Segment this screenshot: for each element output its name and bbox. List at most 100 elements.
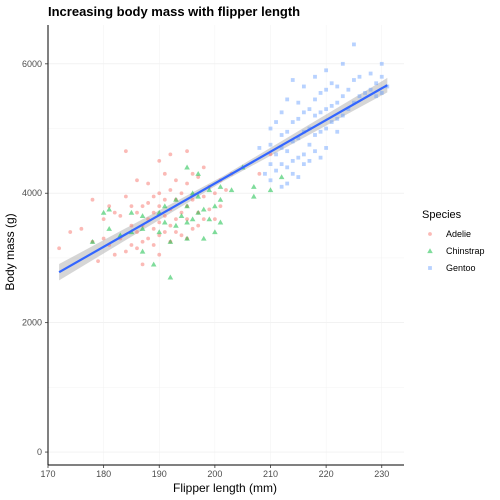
point-chinstrap [228,187,235,193]
point-adelie [201,165,206,170]
point-chinstrap [217,183,224,189]
point-chinstrap [173,196,179,202]
grid-lines [47,25,404,465]
point-adelie [196,223,201,228]
trend-line [58,84,388,274]
point-gentoo [329,103,334,108]
point-adelie [140,262,145,267]
point-adelie [112,252,117,257]
point-chinstrap [173,222,179,228]
point-chinstrap [178,213,185,218]
point-adelie [201,194,206,199]
point-gentoo [329,81,334,86]
point-adelie [79,226,84,231]
x-tick-label: 200 [207,469,222,479]
point-adelie [157,158,162,163]
point-adelie [224,188,228,192]
point-gentoo [318,91,323,95]
point-adelie [157,191,162,196]
point-adelie [129,223,134,228]
point-gentoo [379,74,384,79]
point-gentoo [279,184,284,189]
point-chinstrap [200,235,207,241]
point-adelie [151,243,156,247]
x-tick-label: 190 [152,469,167,479]
point-chinstrap [206,187,213,193]
x-tick-label: 170 [40,469,55,479]
point-gentoo [313,74,317,79]
point-adelie [190,226,195,231]
point-gentoo [301,152,306,157]
legend-label: Gentoo [446,263,476,273]
point-chinstrap [167,238,174,244]
point-gentoo [368,87,373,92]
point-gentoo [346,107,351,112]
point-adelie [185,217,189,222]
point-adelie [174,217,178,222]
point-gentoo [296,136,301,141]
point-adelie [179,210,184,215]
point-adelie [146,201,151,205]
point-gentoo [385,84,390,89]
point-adelie [185,181,189,186]
point-gentoo [279,133,284,137]
point-gentoo [357,94,362,99]
legend: Species Adelie Chinstrap Gentoo [422,209,485,273]
point-gentoo [324,126,329,131]
point-gentoo [296,116,301,121]
point-chinstrap [162,219,168,225]
point-adelie [151,226,156,231]
point-gentoo [352,100,356,105]
point-adelie [212,191,217,196]
point-gentoo [296,175,301,179]
point-adelie [207,207,212,212]
point-adelie [129,243,134,247]
point-gentoo [290,78,295,82]
point-gentoo [374,94,379,99]
point-gentoo [313,113,317,118]
point-gentoo [296,100,301,105]
x-tick-label: 210 [263,469,278,479]
point-gentoo [335,116,340,121]
point-gentoo [313,133,317,137]
point-chinstrap [100,209,107,215]
point-gentoo [268,162,273,167]
point-gentoo [285,165,290,170]
point-chinstrap [139,226,146,231]
point-adelie [118,213,123,218]
point-gentoo [307,142,312,147]
point-chinstrap [267,187,274,193]
x-tick-label: 180 [96,469,111,479]
point-gentoo [379,91,384,95]
point-gentoo [324,87,329,92]
point-adelie [201,217,206,222]
legend-label: Chinstrap [446,246,485,256]
legend-item-adelie: Adelie [428,229,471,239]
point-gentoo [340,94,345,99]
point-chinstrap [217,219,224,225]
point-adelie [162,213,167,218]
point-gentoo [324,146,329,150]
point-adelie [107,204,112,209]
point-chinstrap [139,248,146,254]
point-chinstrap [139,213,146,218]
point-gentoo [346,87,351,92]
point-adelie [101,217,106,222]
point-adelie [151,194,156,199]
point-adelie [112,210,117,215]
point-adelie [57,246,62,251]
point-adelie [162,197,167,202]
point-chinstrap [156,229,163,235]
point-chinstrap [278,174,285,180]
point-adelie [140,204,145,209]
legend-item-gentoo: Gentoo [428,263,476,273]
point-gentoo [363,91,367,95]
point-adelie [174,178,178,183]
point-adelie [185,149,189,154]
legend-key-adelie [428,232,432,236]
point-gentoo [301,162,306,167]
point-adelie [179,233,184,238]
point-adelie [135,210,139,215]
point-chinstrap [184,219,190,225]
